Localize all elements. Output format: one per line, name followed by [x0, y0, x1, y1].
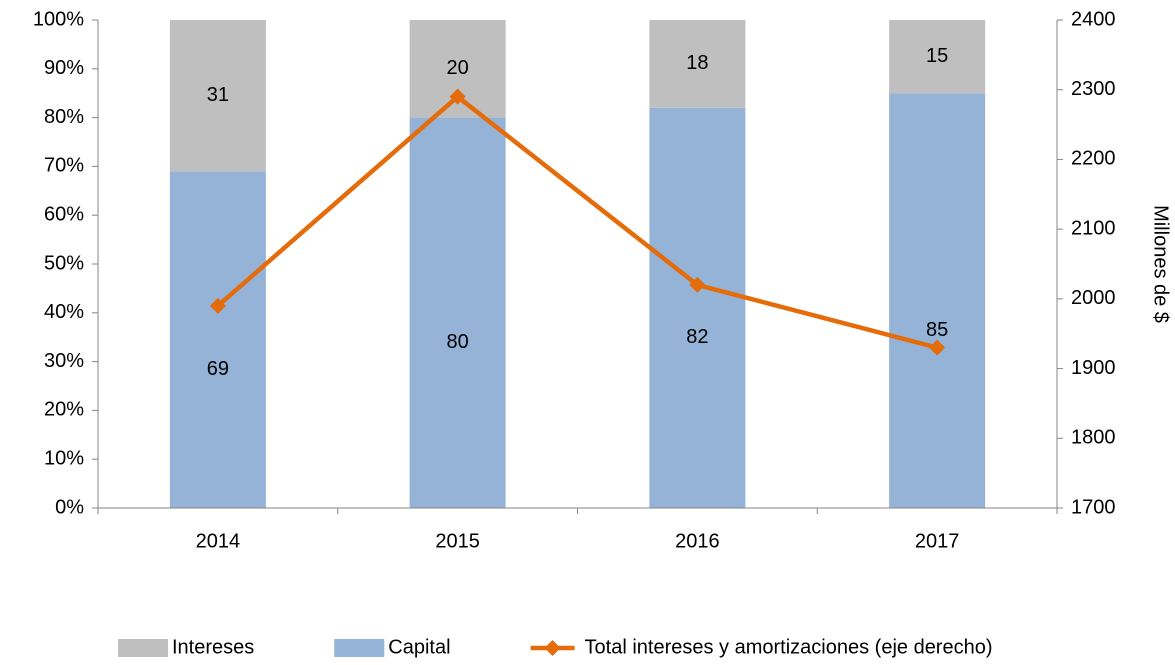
x-tick-label: 2014	[196, 530, 241, 552]
data-label: 15	[926, 45, 948, 67]
y2-tick-label: 2000	[1071, 287, 1116, 309]
bar	[889, 93, 986, 508]
bar	[649, 20, 746, 108]
y2-tick-label: 1800	[1071, 427, 1116, 449]
y-tick-label: 20%	[44, 399, 84, 421]
bar	[649, 107, 746, 508]
data-label: 82	[686, 326, 708, 348]
legend-swatch	[118, 639, 168, 657]
y-tick-label: 0%	[55, 496, 84, 518]
y-tick-label: 70%	[44, 155, 84, 177]
bar	[169, 20, 266, 172]
y-tick-label: 40%	[44, 301, 84, 323]
x-tick-label: 2017	[915, 530, 960, 552]
y-tick-label: 90%	[44, 57, 84, 79]
y-tick-label: 30%	[44, 350, 84, 372]
bar	[169, 171, 266, 508]
y2-axis-label: Millones de $	[1150, 205, 1172, 323]
line-marker	[449, 88, 466, 105]
data-label: 31	[207, 84, 229, 106]
legend-swatch	[334, 639, 385, 657]
y2-tick-label: 2100	[1071, 217, 1116, 239]
y2-tick-label: 2300	[1071, 78, 1116, 100]
data-label: 69	[207, 358, 229, 380]
legend-label: Capital	[388, 636, 450, 658]
bar	[889, 20, 986, 94]
legend-marker	[544, 640, 561, 656]
legend-label: Intereses	[172, 636, 254, 658]
legend-label: Total intereses y amortizaciones (eje de…	[585, 636, 993, 658]
y2-tick-label: 1900	[1071, 357, 1116, 379]
data-label: 85	[926, 319, 948, 341]
data-label: 80	[447, 331, 469, 353]
y-tick-label: 10%	[44, 447, 84, 469]
data-label: 20	[447, 57, 469, 79]
line-marker	[929, 339, 946, 356]
bar	[409, 117, 506, 508]
y-tick-label: 100%	[33, 8, 84, 30]
line-marker	[689, 276, 706, 293]
line	[216, 93, 938, 350]
y2-tick-label: 2400	[1071, 8, 1116, 30]
x-tick-label: 2016	[675, 530, 720, 552]
y-tick-label: 80%	[44, 106, 84, 128]
y2-tick-label: 1700	[1071, 496, 1116, 518]
y2-tick-label: 2200	[1071, 148, 1116, 170]
y-tick-label: 50%	[44, 252, 84, 274]
data-label: 18	[686, 52, 708, 74]
x-tick-label: 2015	[435, 530, 480, 552]
y-tick-label: 60%	[44, 203, 84, 225]
line-marker	[209, 297, 226, 314]
